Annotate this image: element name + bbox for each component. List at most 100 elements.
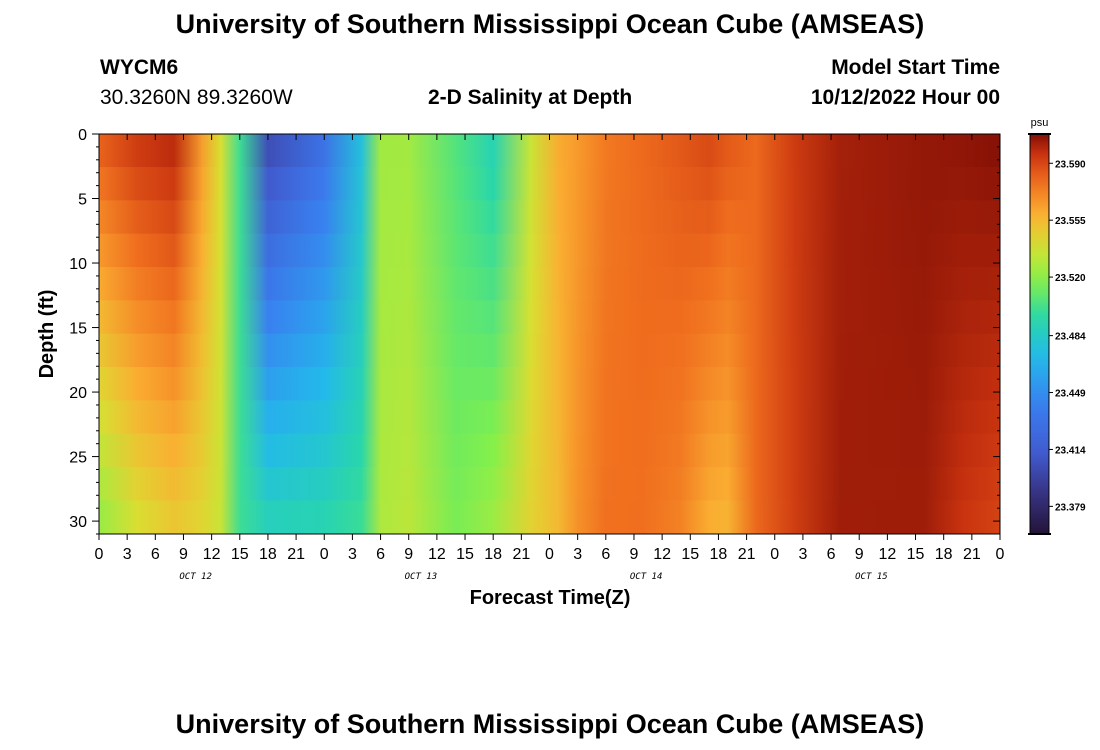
heatmap-cell — [793, 200, 841, 235]
heatmap-cell — [408, 233, 456, 268]
heatmap-cell — [840, 134, 926, 168]
heatmap-cell — [643, 433, 682, 468]
heatmap-cell — [201, 233, 222, 268]
heatmap-cell — [323, 134, 363, 168]
heatmap-cell — [708, 500, 729, 534]
heatmap-cell — [708, 333, 729, 368]
heatmap-cell — [558, 200, 578, 235]
heatmap-cell — [136, 400, 175, 435]
heatmap-cell — [755, 367, 794, 401]
heatmap-cell — [530, 433, 560, 468]
heatmap-cell — [408, 333, 456, 368]
heatmap-cell — [577, 233, 607, 268]
heatmap-cell — [408, 300, 456, 335]
x-day-label: OCT 12 — [179, 572, 212, 582]
heatmap-cell — [727, 233, 757, 268]
heatmap-cell — [455, 134, 494, 168]
x-tick-label: 21 — [963, 546, 981, 563]
heatmap-cell — [455, 367, 494, 401]
heatmap-cell — [173, 467, 203, 501]
heatmap-cell — [361, 267, 381, 301]
heatmap-cell — [201, 300, 222, 335]
heatmap-cell — [680, 233, 710, 268]
heatmap-cell — [962, 167, 1000, 201]
heatmap-cell — [323, 467, 363, 501]
colorbar-unit: psu — [1031, 117, 1049, 129]
heatmap-cell — [962, 134, 1000, 168]
heatmap-cell — [924, 200, 963, 235]
heatmap-cell — [408, 500, 456, 534]
heatmap-cell — [455, 167, 494, 201]
heatmap-cell — [530, 200, 560, 235]
heatmap-cell — [680, 200, 710, 235]
heatmap-cell — [408, 167, 456, 201]
heatmap-cell — [558, 333, 578, 368]
heatmap-cell — [239, 367, 269, 401]
heatmap-cell — [201, 333, 222, 368]
heatmap-cell — [492, 500, 532, 534]
x-tick-label: 21 — [738, 546, 756, 563]
heatmap-cell — [577, 200, 607, 235]
heatmap-cell — [755, 167, 794, 201]
x-day-label: OCT 15 — [855, 572, 888, 582]
heatmap-cell — [577, 433, 607, 468]
heatmap-cell — [727, 433, 757, 468]
heatmap-cell — [558, 433, 578, 468]
heatmap-cell — [558, 267, 578, 301]
colorbar-tick-label: 23.414 — [1055, 445, 1086, 456]
heatmap-cell — [323, 433, 363, 468]
heatmap-cell — [455, 233, 494, 268]
heatmap-cell — [492, 300, 532, 335]
heatmap-cell — [727, 200, 757, 235]
heatmap-cell — [173, 200, 203, 235]
heatmap-cell — [492, 267, 532, 301]
heatmap-cell — [380, 433, 410, 468]
heatmap-cell — [727, 400, 757, 435]
heatmap-cell — [201, 500, 222, 534]
x-tick-label: 21 — [287, 546, 305, 563]
heatmap-cell — [962, 200, 1000, 235]
heatmap-cell — [793, 433, 841, 468]
x-tick-label: 15 — [231, 546, 249, 563]
heatmap-cell — [643, 167, 682, 201]
heatmap-cell — [755, 433, 794, 468]
heatmap-cell — [605, 333, 644, 368]
x-tick-label: 18 — [484, 546, 502, 563]
heatmap-cell — [793, 167, 841, 201]
heatmap-cell — [605, 200, 644, 235]
heatmap-cell — [173, 333, 203, 368]
heatmap-cell — [558, 233, 578, 268]
heatmap-cell — [793, 400, 841, 435]
model-start-label: Model Start Time — [831, 56, 1000, 79]
heatmap-cell — [380, 500, 410, 534]
x-tick-label: 15 — [907, 546, 925, 563]
heatmap-cell — [680, 267, 710, 301]
heatmap-cell — [558, 467, 578, 501]
heatmap-cell — [643, 333, 682, 368]
heatmap-cell — [323, 300, 363, 335]
heatmap-cell — [323, 267, 363, 301]
x-tick-label: 12 — [428, 546, 446, 563]
heatmap-cell — [924, 433, 963, 468]
footer-title: University of Southern Mississippi Ocean… — [175, 709, 925, 739]
heatmap-cell — [840, 267, 926, 301]
heatmap-cell — [408, 134, 456, 168]
heatmap-cell — [455, 400, 494, 435]
heatmap-cell — [680, 400, 710, 435]
heatmap-cell — [136, 367, 175, 401]
heatmap-cell — [99, 134, 137, 168]
heatmap-cell — [708, 200, 729, 235]
heatmap-cell — [201, 167, 222, 201]
heatmap-cell — [680, 300, 710, 335]
heatmap-cell — [577, 367, 607, 401]
heatmap-cell — [530, 500, 560, 534]
heatmap-cell — [99, 433, 137, 468]
x-tick-label: 3 — [348, 546, 357, 563]
heatmap-cell — [201, 433, 222, 468]
heatmap-cell — [577, 167, 607, 201]
heatmap-cell — [530, 167, 560, 201]
heatmap-cell — [455, 500, 494, 534]
heatmap-cell — [727, 267, 757, 301]
x-tick-label: 0 — [320, 546, 329, 563]
